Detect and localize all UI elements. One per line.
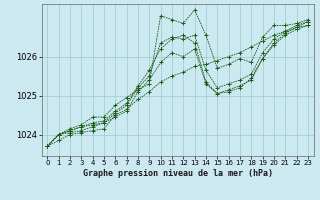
X-axis label: Graphe pression niveau de la mer (hPa): Graphe pression niveau de la mer (hPa) [83, 169, 273, 178]
